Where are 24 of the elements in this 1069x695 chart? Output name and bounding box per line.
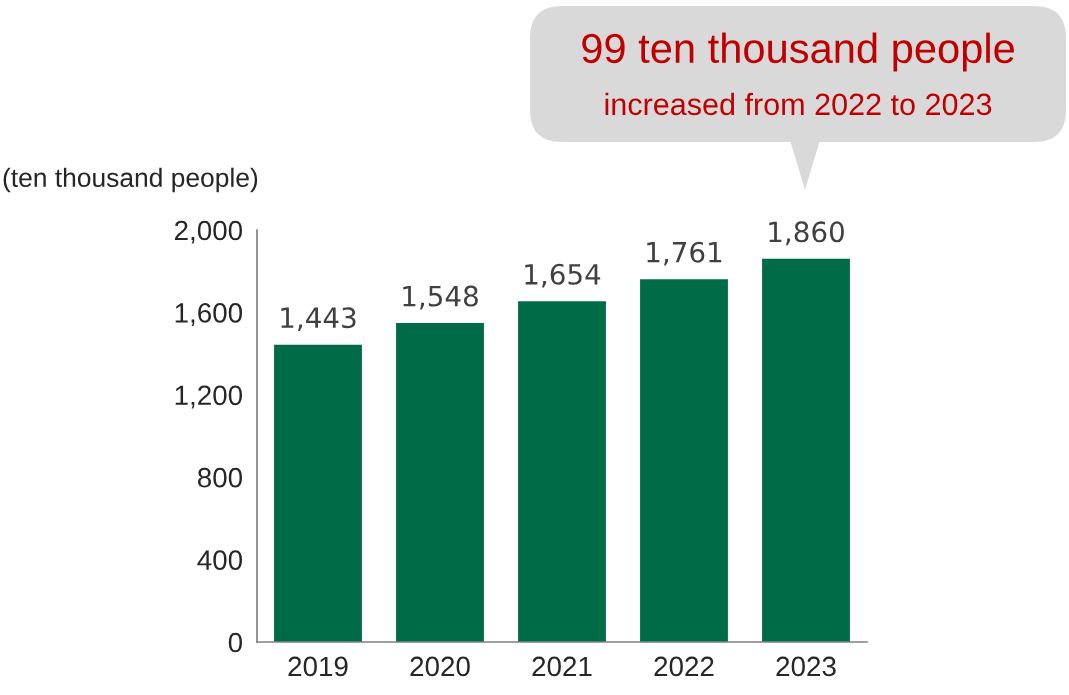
x-tick-label: 2019 xyxy=(288,656,348,677)
y-tick-label: 1,600 xyxy=(175,303,243,327)
data-label: 1,761 xyxy=(647,241,722,266)
bar xyxy=(518,301,606,642)
text: increased from 2022 to 2023 xyxy=(605,92,992,116)
x-tick-label: 2023 xyxy=(776,656,836,677)
data-label: 1,654 xyxy=(525,263,601,288)
y-axis-title: (ten thousand people) xyxy=(3,167,258,193)
x-tick-label: 2022 xyxy=(654,656,714,677)
y-tick-label: 800 xyxy=(197,467,243,488)
text: 99 ten thousand people xyxy=(582,32,1014,72)
bar xyxy=(274,344,362,642)
x-tick-label: 2021 xyxy=(532,656,592,677)
bar xyxy=(762,258,850,642)
bar xyxy=(396,323,484,642)
data-label: 1,443 xyxy=(281,307,356,332)
x-tick-label: 2020 xyxy=(410,656,470,677)
data-label: 1,860 xyxy=(769,221,844,246)
bar xyxy=(640,279,728,642)
data-label: 1,548 xyxy=(403,285,478,310)
y-tick-label: 400 xyxy=(197,550,243,570)
y-tick-label: 1,200 xyxy=(175,385,243,409)
y-tick-label: 2,000 xyxy=(175,220,243,244)
y-tick-label: 0 xyxy=(228,632,243,653)
